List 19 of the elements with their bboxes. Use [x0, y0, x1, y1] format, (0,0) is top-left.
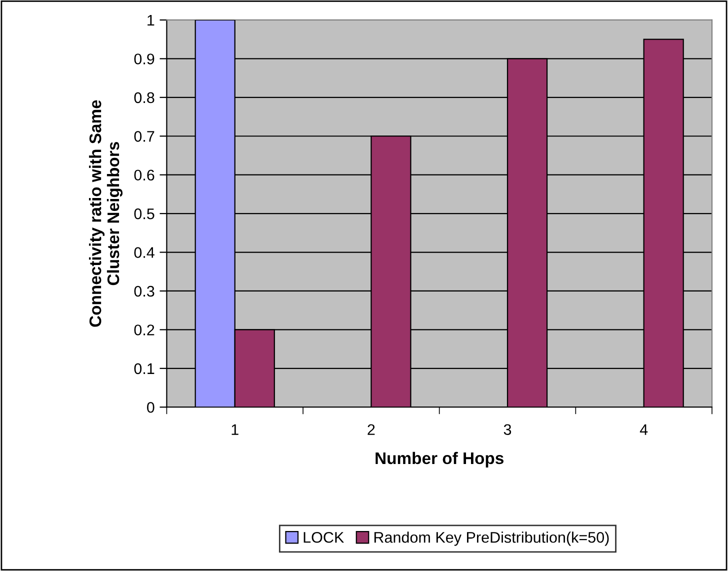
x-tick-label: 4: [640, 424, 648, 435]
x-axis-title: Number of Hops: [376, 452, 504, 468]
y-tick-label: 0.4: [134, 247, 154, 258]
x-tick-label: 3: [504, 424, 512, 436]
legend-label: Random Key PreDistribution(k=50): [374, 532, 609, 546]
y-tick-label: 0.6: [134, 170, 154, 181]
x-tick-label: 1: [232, 424, 238, 435]
y-tick-label: 1: [148, 15, 154, 26]
y-tick-label: 0.3: [134, 286, 154, 297]
y-tick-label: 0.5: [134, 208, 154, 220]
legend-label: LOCK: [304, 532, 344, 543]
y-tick-label: 0.9: [134, 54, 154, 64]
y-tick-label: 0.8: [134, 92, 154, 104]
y-tick-label: 0.7: [134, 130, 154, 142]
y-tick-label: 0: [147, 402, 154, 413]
y-axis-title: Connectivity ratio with Same Cluster Neighbors: [89, 100, 123, 327]
y-tick-label: 0.1: [134, 363, 154, 374]
y-tick-label: 0.2: [134, 324, 154, 336]
x-tick-label: 2: [368, 424, 375, 435]
